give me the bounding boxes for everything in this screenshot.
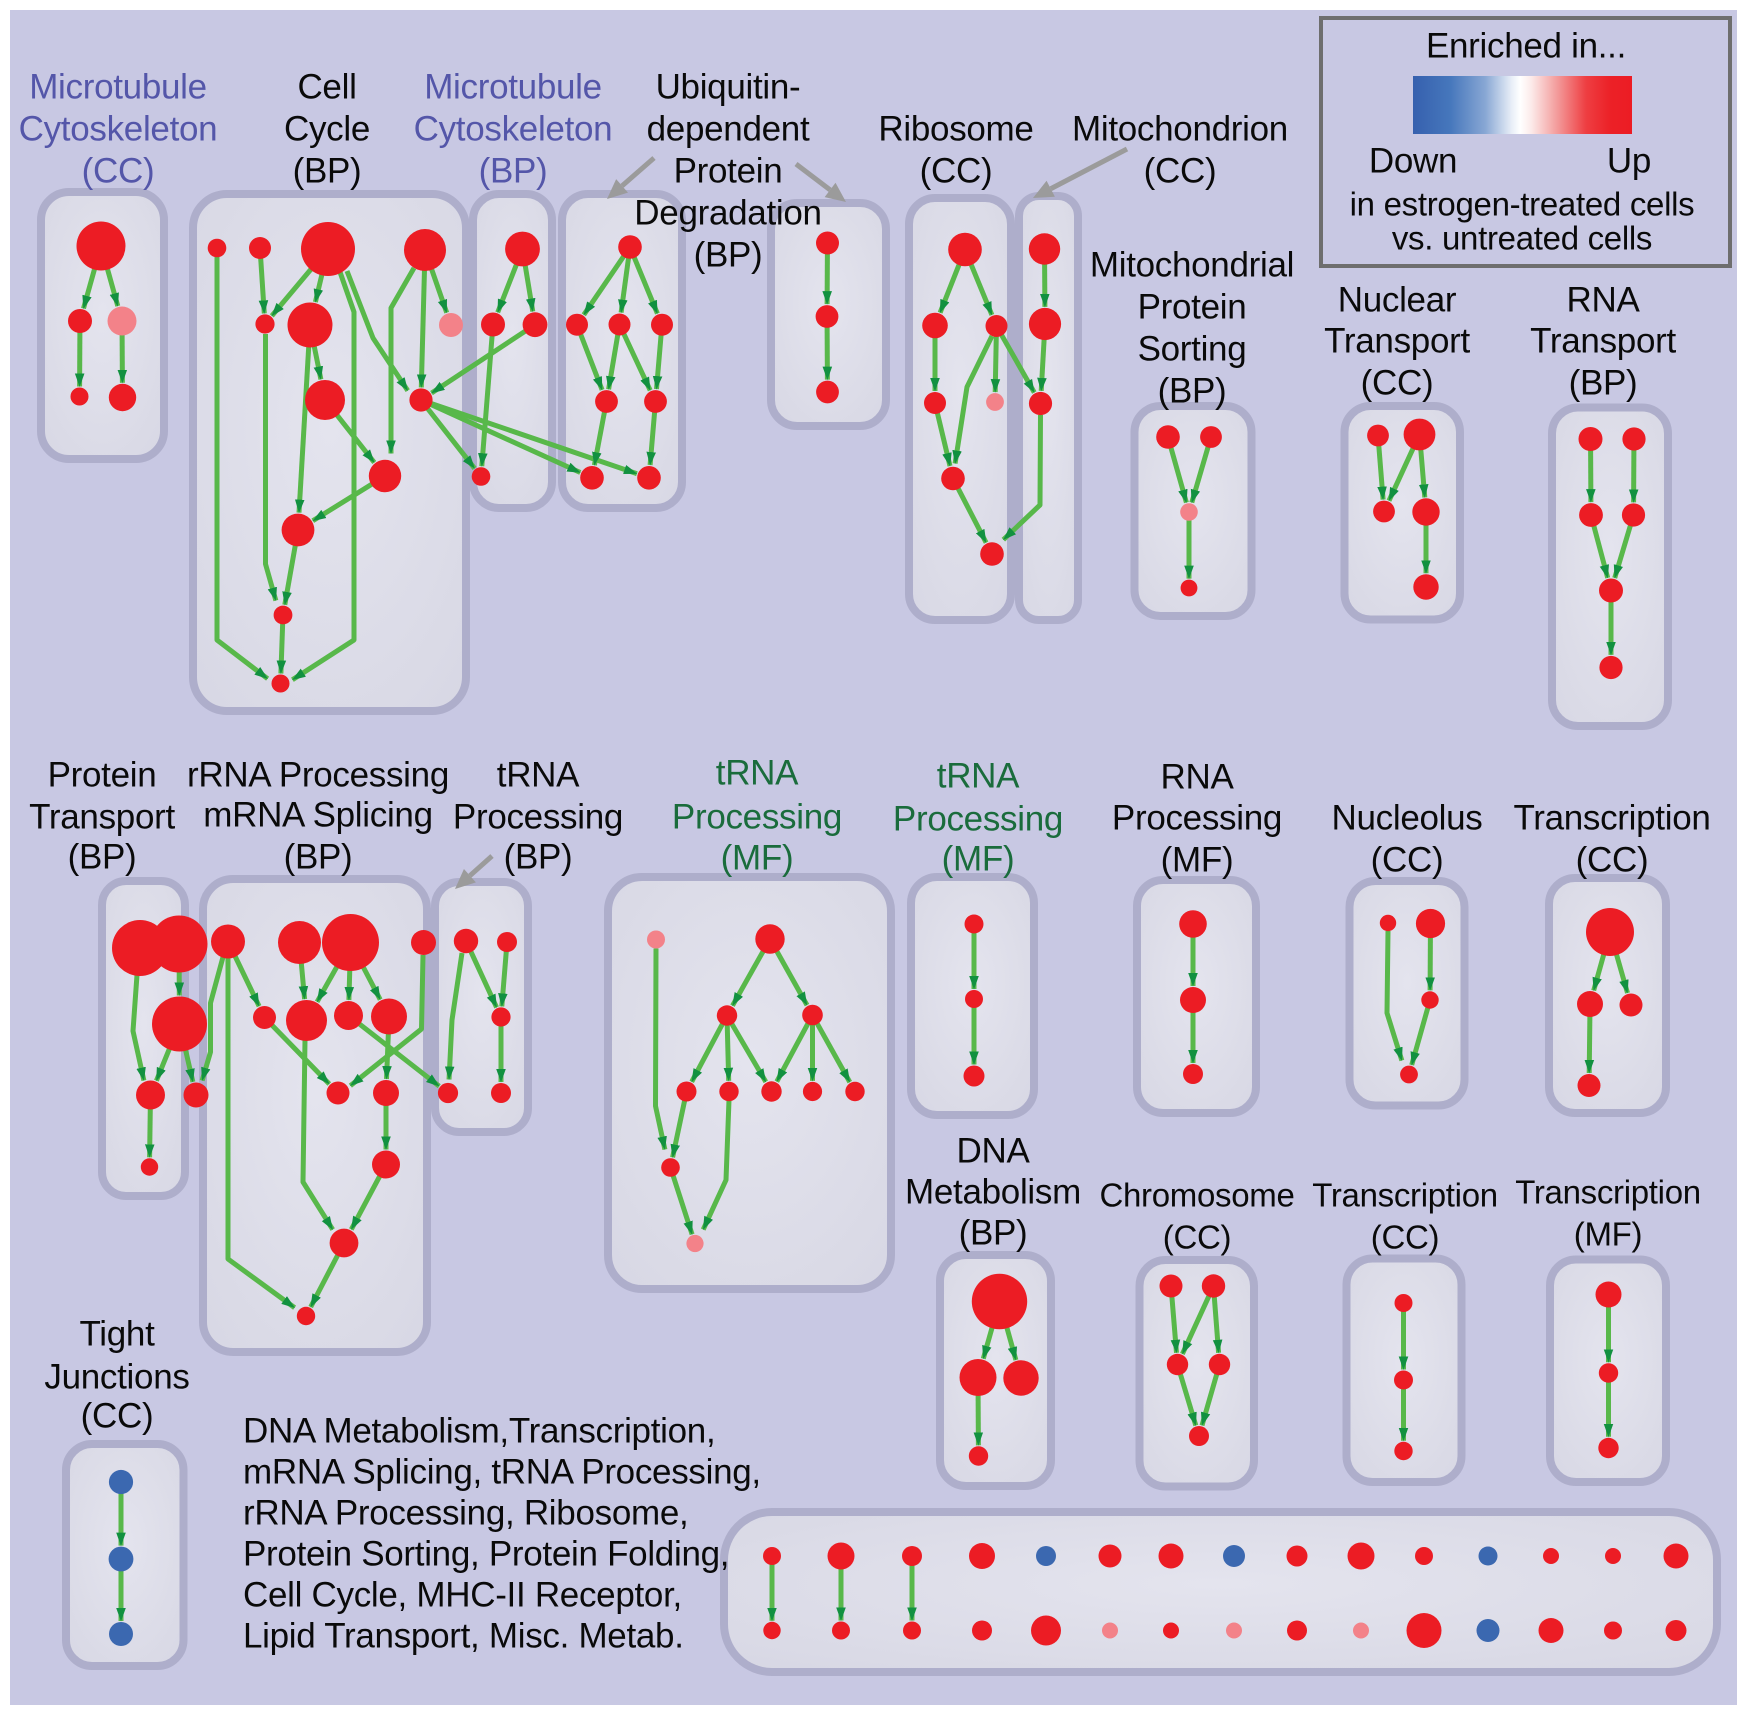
svg-text:Microtubule: Microtubule xyxy=(424,68,602,107)
svg-text:Cytoskeleton: Cytoskeleton xyxy=(19,110,218,149)
svg-text:(CC): (CC) xyxy=(1361,364,1434,403)
svg-text:Chromosome: Chromosome xyxy=(1099,1177,1294,1214)
svg-text:Processing: Processing xyxy=(453,798,623,837)
svg-text:Cytoskeleton: Cytoskeleton xyxy=(414,110,613,149)
svg-text:(MF): (MF) xyxy=(721,839,794,878)
svg-text:(BP): (BP) xyxy=(1158,372,1227,411)
svg-text:in estrogen-treated cells: in estrogen-treated cells xyxy=(1350,186,1695,223)
svg-text:Mitochondrion: Mitochondrion xyxy=(1072,110,1288,149)
svg-text:Sorting: Sorting xyxy=(1138,330,1247,369)
svg-text:Metabolism: Metabolism xyxy=(905,1173,1081,1212)
svg-text:DNA Metabolism,Transcription,: DNA Metabolism,Transcription, xyxy=(243,1412,715,1451)
svg-text:(CC): (CC) xyxy=(1144,152,1217,191)
svg-text:(MF): (MF) xyxy=(1574,1216,1642,1253)
svg-text:tRNA: tRNA xyxy=(716,754,799,793)
svg-text:Up: Up xyxy=(1607,142,1651,181)
svg-text:(MF): (MF) xyxy=(1161,841,1234,880)
svg-text:Tight: Tight xyxy=(79,1315,155,1354)
svg-text:Junctions: Junctions xyxy=(44,1358,189,1397)
svg-text:Transport: Transport xyxy=(1324,322,1470,361)
svg-text:Lipid Transport, Misc. Metab.: Lipid Transport, Misc. Metab. xyxy=(243,1617,684,1656)
svg-text:(CC): (CC) xyxy=(1371,841,1444,880)
svg-text:RNA: RNA xyxy=(1161,758,1235,797)
svg-text:(BP): (BP) xyxy=(959,1214,1028,1253)
svg-text:(BP): (BP) xyxy=(1569,364,1638,403)
svg-text:(CC): (CC) xyxy=(920,152,993,191)
svg-text:(CC): (CC) xyxy=(1163,1219,1231,1256)
svg-text:Microtubule: Microtubule xyxy=(29,68,207,107)
svg-text:Nuclear: Nuclear xyxy=(1338,281,1457,320)
svg-text:rRNA Processing, Ribosome,: rRNA Processing, Ribosome, xyxy=(243,1494,688,1533)
svg-text:Nucleolus: Nucleolus xyxy=(1332,799,1483,838)
svg-text:rRNA Processing: rRNA Processing xyxy=(187,756,449,795)
svg-text:Transport: Transport xyxy=(29,798,175,837)
svg-text:Transcription: Transcription xyxy=(1515,1174,1701,1211)
svg-text:(BP): (BP) xyxy=(293,152,362,191)
svg-text:Protein Sorting, Protein Foldi: Protein Sorting, Protein Folding, xyxy=(243,1535,729,1574)
svg-text:(CC): (CC) xyxy=(1576,841,1649,880)
svg-text:tRNA: tRNA xyxy=(497,756,580,795)
svg-text:(CC): (CC) xyxy=(1371,1219,1439,1256)
svg-text:(BP): (BP) xyxy=(68,838,137,877)
svg-text:(CC): (CC) xyxy=(81,1397,154,1436)
svg-text:Ribosome: Ribosome xyxy=(878,110,1033,149)
svg-text:RNA: RNA xyxy=(1567,281,1641,320)
svg-text:(CC): (CC) xyxy=(82,152,155,191)
svg-text:(MF): (MF) xyxy=(942,840,1015,879)
svg-text:Cycle: Cycle xyxy=(284,110,370,149)
svg-text:Ubiquitin-: Ubiquitin- xyxy=(656,68,801,107)
svg-text:Cell: Cell xyxy=(297,68,356,107)
svg-text:(BP): (BP) xyxy=(694,236,763,275)
svg-text:mRNA Splicing: mRNA Splicing xyxy=(203,796,433,835)
svg-text:Processing: Processing xyxy=(1112,799,1282,838)
svg-text:Mitochondrial: Mitochondrial xyxy=(1090,246,1294,285)
svg-text:(BP): (BP) xyxy=(284,838,353,877)
svg-text:Cell Cycle, MHC-II Receptor,: Cell Cycle, MHC-II Receptor, xyxy=(243,1576,682,1615)
svg-text:vs. untreated cells: vs. untreated cells xyxy=(1392,220,1652,257)
svg-text:Transcription: Transcription xyxy=(1513,799,1710,838)
svg-text:Processing: Processing xyxy=(672,798,842,837)
svg-text:Protein: Protein xyxy=(48,756,157,795)
svg-text:Protein: Protein xyxy=(1138,288,1247,327)
svg-text:tRNA: tRNA xyxy=(937,757,1020,796)
svg-text:Transcription: Transcription xyxy=(1312,1177,1498,1214)
svg-text:Down: Down xyxy=(1369,142,1457,181)
svg-text:Transport: Transport xyxy=(1530,322,1676,361)
svg-text:Degradation: Degradation xyxy=(634,194,821,233)
svg-text:mRNA Splicing, tRNA Processing: mRNA Splicing, tRNA Processing, xyxy=(243,1453,761,1492)
svg-text:(BP): (BP) xyxy=(504,838,573,877)
svg-text:dependent: dependent xyxy=(647,110,810,149)
svg-text:Processing: Processing xyxy=(893,800,1063,839)
svg-text:DNA: DNA xyxy=(957,1132,1031,1171)
svg-text:Enriched in...: Enriched in... xyxy=(1426,27,1626,66)
svg-text:Protein: Protein xyxy=(674,152,783,191)
svg-text:(BP): (BP) xyxy=(479,152,548,191)
